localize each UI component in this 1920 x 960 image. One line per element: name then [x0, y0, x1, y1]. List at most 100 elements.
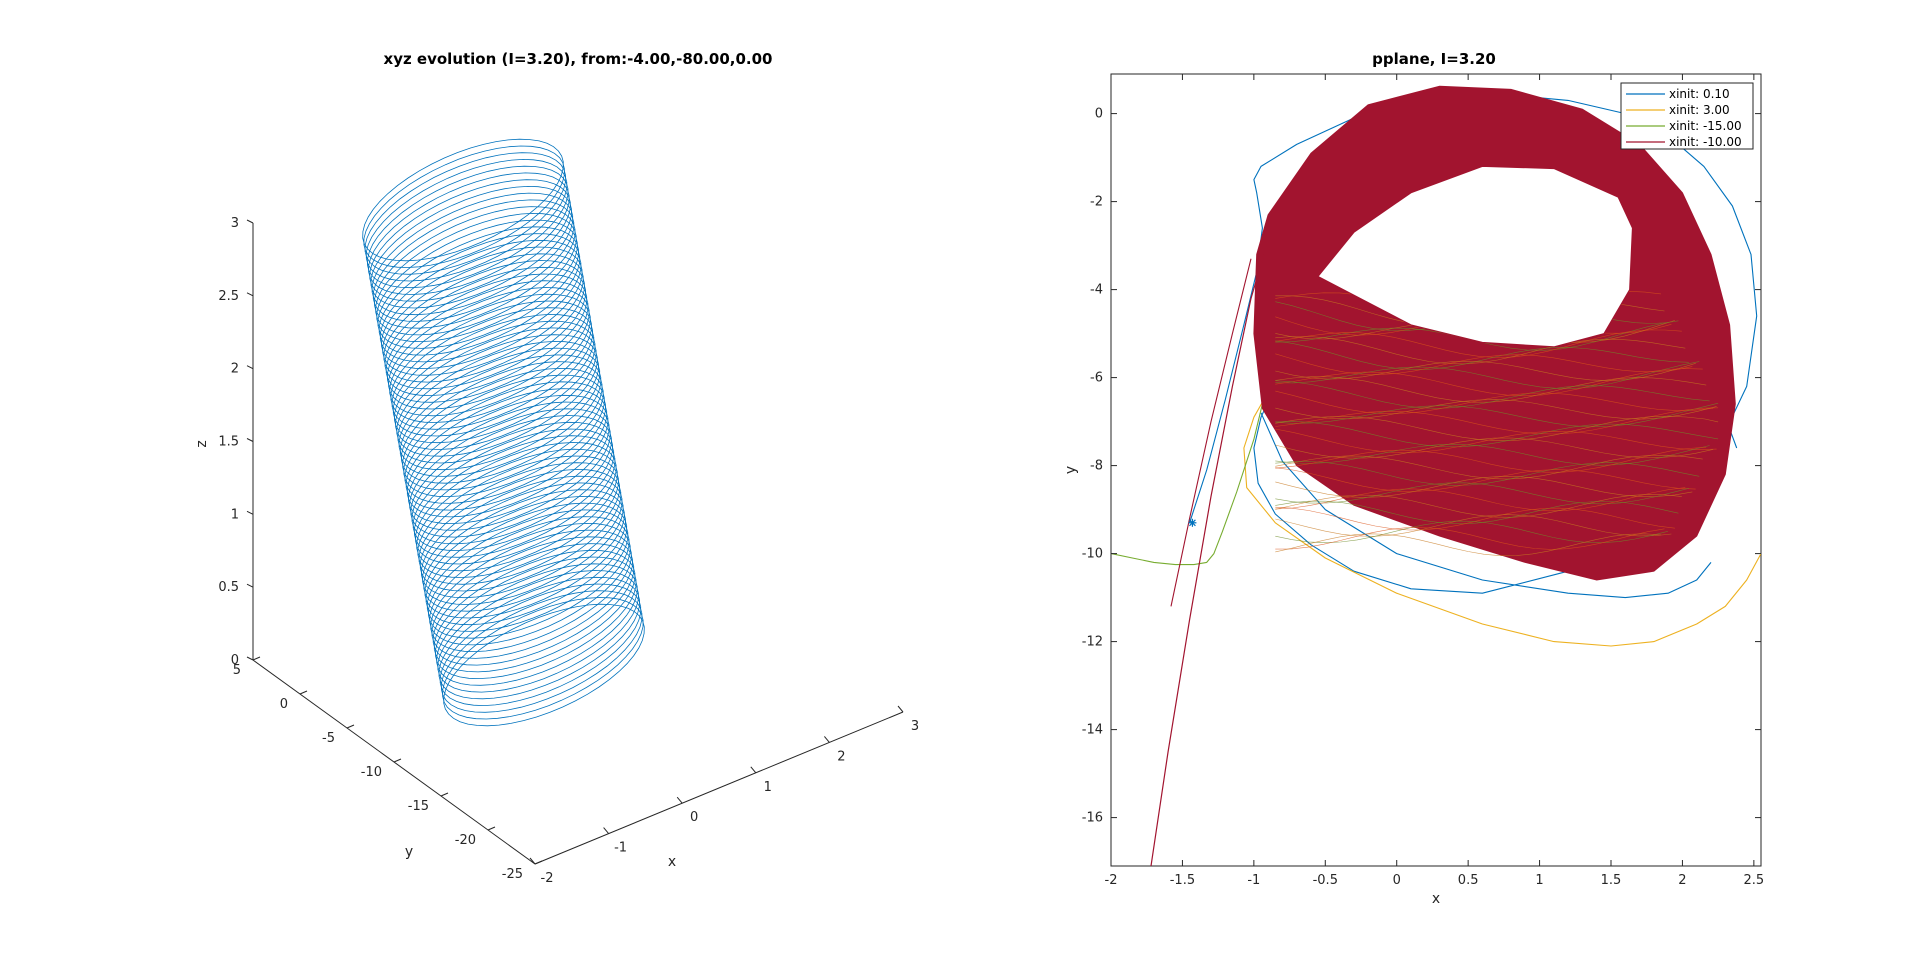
- x-tick-mark: [529, 857, 536, 865]
- x-tick-mark: [824, 736, 830, 743]
- tube-loop-line: [437, 570, 639, 693]
- legend-label: xinit: -10.00: [1669, 135, 1742, 149]
- y-tick-label: 5: [233, 663, 241, 678]
- attractor-striation: [1275, 380, 1710, 409]
- legend-label: xinit: 0.10: [1669, 87, 1730, 101]
- tube-loop-line: [410, 415, 612, 538]
- attractor-striation: [1275, 500, 1679, 525]
- x-tick-mark: [603, 827, 609, 834]
- tube-loop-line: [395, 327, 597, 450]
- tube-loop-line: [412, 428, 615, 552]
- plot3d-zlabel: z: [194, 440, 210, 447]
- x-tick-label: 2: [1678, 873, 1686, 888]
- attractor-striation: [1275, 482, 1689, 505]
- attractor-striation: [1275, 368, 1703, 397]
- attractor-striation: [1275, 402, 1719, 428]
- tube-loop-line: [430, 529, 632, 653]
- y-tick-label: -15: [408, 799, 429, 814]
- tube-loop-line: [402, 367, 604, 491]
- attractor-striation: [1275, 461, 1700, 486]
- z-tick-mark: [246, 583, 254, 588]
- tube-loop-line: [381, 246, 583, 370]
- tube-loop-line: [403, 374, 605, 498]
- tube-loop-line: [363, 145, 565, 268]
- tube-loop-line: [433, 549, 636, 673]
- attractor-striation: [1275, 420, 1719, 448]
- x-tick-mark: [897, 705, 904, 713]
- legend-label: xinit: 3.00: [1669, 103, 1730, 117]
- tube-loop-line: [429, 522, 631, 646]
- y-tick-mark: [393, 758, 402, 763]
- z-tick-mark: [246, 438, 254, 442]
- attractor-striation: [1275, 415, 1719, 442]
- tube-loop-line: [428, 516, 630, 639]
- attractor-striation: [1275, 329, 1682, 358]
- tube-loop-line: [364, 152, 567, 275]
- y-tick-label: -14: [1082, 723, 1103, 738]
- x-tick-label: -1: [614, 841, 627, 856]
- tube-loop-line: [426, 509, 629, 632]
- tube-loop-line: [385, 273, 588, 397]
- attractor-striation: [1275, 428, 1717, 454]
- tube-loop-line: [405, 388, 608, 511]
- series-xinit-10.00-line: [1150, 254, 1265, 866]
- y-tick-label: -20: [455, 833, 476, 848]
- x-tick-label: 0.5: [1458, 873, 1479, 888]
- x-tick-label: -1.5: [1170, 873, 1195, 888]
- attractor-striation: [1275, 493, 1682, 518]
- y-tick-mark: [440, 792, 449, 797]
- attractor-striation: [1275, 340, 1689, 370]
- plot3d-xlabel: x: [668, 854, 676, 870]
- start-marker-icon: [1188, 518, 1197, 527]
- tube-loop-line: [411, 421, 614, 545]
- z-tick-label: 0: [231, 653, 239, 668]
- attractor-striation: [1275, 487, 1686, 512]
- tube-loop-line: [418, 462, 621, 585]
- series-xinit-10.00-line-2: [1170, 258, 1252, 607]
- tube-loop-line: [383, 260, 585, 383]
- tube-loop-line: [382, 253, 584, 376]
- x-tick-label: 0: [690, 810, 698, 825]
- y-tick-label: -16: [1082, 811, 1103, 826]
- attractor-striation: [1275, 475, 1693, 498]
- tube-loop-line: [377, 226, 579, 349]
- tube-loop-line: [389, 293, 591, 417]
- y-tick-mark: [534, 860, 543, 865]
- plot3d-ylabel: y: [405, 844, 413, 860]
- tube-loop-line: [443, 603, 645, 727]
- attractor-striation: [1275, 336, 1686, 365]
- attractor-striation: [1275, 533, 1662, 557]
- tube-loop-line: [425, 502, 628, 626]
- pplane-legend: xinit: 0.10 xinit: 3.00 xinit: -15.00 xinit…: [1620, 82, 1754, 150]
- tube-loop-line: [406, 394, 609, 518]
- y-tick-mark: [299, 690, 308, 695]
- tube-loop-line: [375, 212, 577, 336]
- tube-loop-line: [409, 408, 611, 531]
- z-tick-label: 1: [231, 507, 239, 522]
- tube-loop-line: [388, 287, 590, 410]
- series-xinit-15.00-line: [1111, 403, 1263, 566]
- tube-loop-line: [397, 340, 599, 464]
- y-tick-label: 0: [1095, 107, 1103, 122]
- tube-loop-line: [431, 536, 633, 659]
- y-tick-mark: [346, 724, 355, 729]
- tube-loop-line: [422, 482, 624, 605]
- tube-loop-line: [369, 179, 571, 302]
- start-marker-stroke: [1189, 519, 1196, 527]
- tube-loop-line: [416, 448, 618, 572]
- tube-loop-line: [372, 199, 575, 322]
- tube-loop-line: [440, 590, 643, 713]
- tube-loop-line: [438, 576, 641, 700]
- tube-loop-line: [404, 381, 606, 504]
- plot3d: xyz evolution (I=3.20), from:-4.00,-80.0…: [194, 50, 919, 886]
- y-tick-mark: [252, 656, 261, 661]
- y-tick-label: 0: [280, 697, 288, 712]
- x-tick-label: 1.5: [1601, 873, 1622, 888]
- tube-loop-line: [386, 280, 589, 403]
- z-tick-label: 1.5: [218, 435, 239, 450]
- series-xinit-0.10-outer-line: [1260, 412, 1712, 599]
- plot3d-tube: [362, 138, 645, 727]
- attractor-striation: [1275, 454, 1703, 480]
- attractor-hole: [1317, 165, 1633, 348]
- tube-loop-line: [436, 563, 638, 686]
